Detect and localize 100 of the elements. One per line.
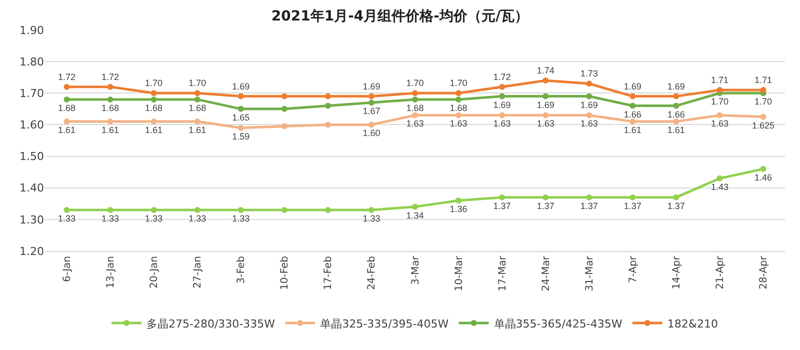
point <box>673 93 680 100</box>
data-label: 1.74 <box>536 66 554 76</box>
point <box>630 118 636 125</box>
data-label: 1.70 <box>406 78 424 88</box>
point <box>368 206 374 213</box>
data-label: 1.33 <box>58 213 76 224</box>
point <box>542 194 549 200</box>
point <box>281 206 288 213</box>
data-label: 1.625 <box>752 120 775 130</box>
data-label: 1.70 <box>450 78 468 88</box>
data-label: 1.63 <box>406 118 424 129</box>
data-label: 1.63 <box>450 118 468 129</box>
data-label: 1.73 <box>580 68 598 79</box>
data-label: 1.72 <box>493 72 511 82</box>
point <box>238 124 244 131</box>
x-tick-label: 20-Jan <box>149 256 160 288</box>
x-tick-label: 13-Jan <box>106 256 117 288</box>
x-tick-label: 27-Jan <box>192 256 204 288</box>
chart-title: 2021年1月-4月组件价格-均价（元/瓦） <box>271 8 529 24</box>
y-tick-label: 1.90 <box>20 24 44 37</box>
data-label: 1.46 <box>754 172 772 182</box>
data-label: 1.72 <box>58 72 76 82</box>
x-tick-label: 17-Mar <box>497 255 508 292</box>
point <box>194 206 200 213</box>
data-label: 1.67 <box>362 106 380 116</box>
point <box>107 206 114 213</box>
x-tick-label: 7-Apr <box>628 255 639 284</box>
point <box>324 93 331 100</box>
data-label: 1.69 <box>667 81 685 92</box>
data-label: 1.68 <box>406 102 424 113</box>
point <box>499 93 506 100</box>
point <box>150 96 157 102</box>
point <box>368 93 374 100</box>
point <box>716 86 723 93</box>
legend-label: 单晶355-365/425-435W <box>494 317 622 330</box>
data-label: 1.61 <box>624 125 642 136</box>
x-tick-label: 3-Mar <box>410 255 422 285</box>
data-label: 1.63 <box>536 118 554 129</box>
data-label: 1.66 <box>667 109 685 120</box>
legend-label: 多晶275-280/330-335W <box>146 317 276 330</box>
data-label: 1.34 <box>406 210 424 220</box>
data-label: 1.33 <box>362 213 380 224</box>
x-tick-label: 24-Feb <box>366 256 378 290</box>
data-label: 1.60 <box>362 128 380 138</box>
point <box>194 90 200 96</box>
point <box>238 206 244 213</box>
point <box>324 102 331 109</box>
point <box>64 96 70 102</box>
point <box>499 112 506 118</box>
data-label: 1.61 <box>58 125 76 136</box>
data-label: 1.61 <box>102 125 120 136</box>
point <box>673 118 680 125</box>
data-label: 1.70 <box>188 78 206 88</box>
point <box>194 118 200 125</box>
point <box>586 112 592 118</box>
data-label: 1.33 <box>232 213 250 224</box>
point <box>150 206 157 213</box>
data-label: 1.72 <box>102 72 120 82</box>
data-label: 1.65 <box>232 112 250 122</box>
legend-label: 单晶325-335/395-405W <box>320 317 449 330</box>
x-tick-label: 6-Jan <box>62 256 74 282</box>
x-tick-label: 10-Feb <box>280 256 291 290</box>
data-label: 1.69 <box>493 100 511 110</box>
point <box>324 206 331 213</box>
x-tick-label: 28-Apr <box>758 255 770 290</box>
data-label: 1.63 <box>710 118 728 129</box>
point <box>760 86 766 93</box>
point <box>630 102 636 109</box>
data-label: 1.61 <box>145 125 163 136</box>
point <box>456 90 462 96</box>
point <box>412 112 418 118</box>
data-label: 1.36 <box>450 204 468 214</box>
data-label: 1.69 <box>362 81 380 92</box>
point <box>630 194 636 200</box>
x-tick-label: 24-Mar <box>540 255 552 292</box>
x-tick-label: 17-Feb <box>323 256 334 290</box>
point <box>542 112 549 118</box>
point <box>281 123 288 130</box>
data-label: 1.33 <box>188 213 206 224</box>
data-label: 1.68 <box>450 102 468 113</box>
data-label: 1.59 <box>232 131 250 142</box>
data-label: 1.71 <box>710 74 728 85</box>
y-tick-label: 1.20 <box>20 244 44 258</box>
point <box>281 93 288 100</box>
data-label: 1.37 <box>624 200 642 211</box>
point <box>368 122 374 128</box>
point <box>412 90 418 96</box>
data-label: 1.37 <box>667 200 685 211</box>
point <box>194 96 200 102</box>
point <box>542 93 549 100</box>
point <box>150 90 157 96</box>
data-label: 1.69 <box>580 100 598 110</box>
data-label: 1.63 <box>493 118 511 129</box>
data-label: 1.33 <box>145 213 163 224</box>
data-label: 1.66 <box>624 109 642 120</box>
point <box>238 106 244 112</box>
point <box>281 106 288 112</box>
x-tick-label: 31-Mar <box>584 255 596 292</box>
x-tick-label: 14-Apr <box>671 255 682 290</box>
point <box>716 175 723 182</box>
